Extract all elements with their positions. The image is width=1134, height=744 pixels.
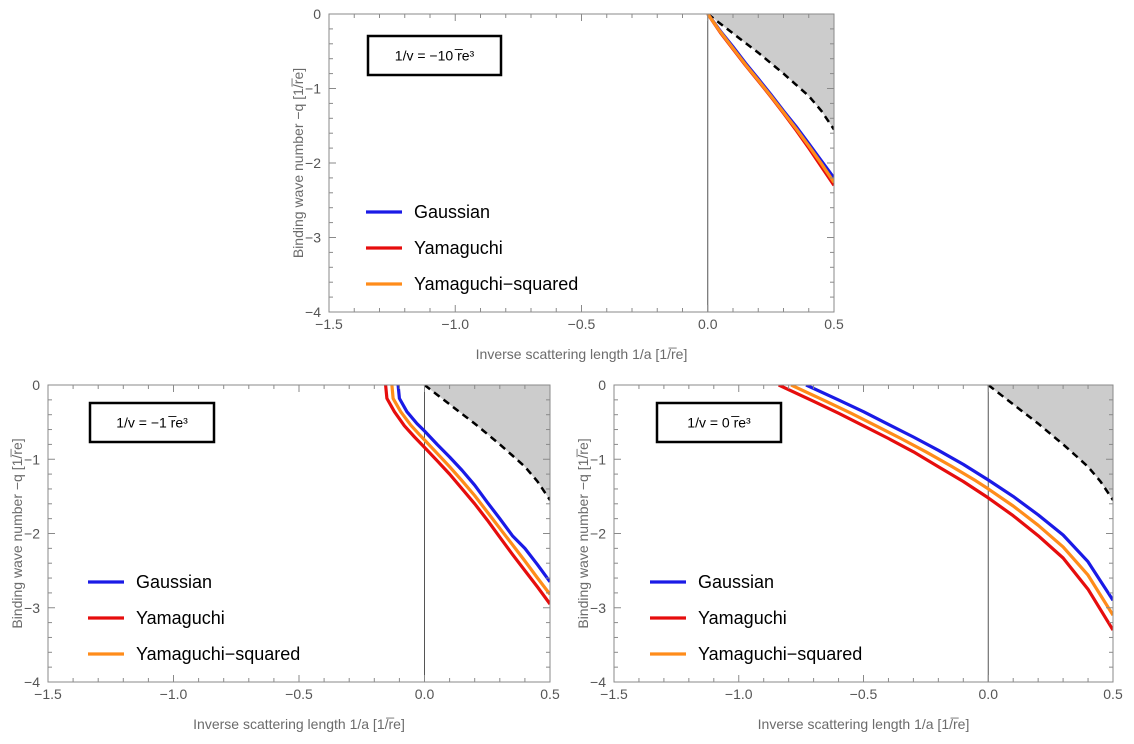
plot-area	[778, 385, 1113, 682]
plot-area	[706, 14, 834, 312]
x-tick-label: −1.5	[315, 316, 343, 332]
y-tick-label: −1	[305, 81, 321, 97]
shaded-region	[424, 385, 550, 501]
annotation-box	[88, 401, 216, 444]
x-tick-label: 0.0	[698, 316, 718, 332]
y-tick-label: −4	[305, 304, 321, 320]
y-tick-label: −3	[24, 600, 40, 616]
y-axis-title: Binding wave number −q [1/r̅e]	[9, 438, 25, 628]
chart-panel-2: −1.5 −1.0 −0.5 0.0 0.5 0 −1 −2 −3 −4 Inverse scatt…	[9, 377, 560, 732]
plot-area	[384, 385, 550, 682]
annotation-text: 1/v = −1 r̅e³	[116, 415, 188, 431]
dashed-bound-line	[707, 14, 834, 131]
y-tick-label: −1	[590, 451, 606, 467]
y-tick-label: 0	[32, 377, 40, 393]
x-tick-label: 0.5	[540, 686, 560, 702]
legend-label: Yamaguchi−squared	[414, 274, 578, 294]
y-tick-label: −4	[590, 674, 606, 690]
legend-label: Yamaguchi	[136, 608, 225, 628]
series-line-yamaguchi	[778, 385, 1113, 631]
x-tick-label: −0.5	[568, 316, 596, 332]
y-tick-label: −3	[590, 600, 606, 616]
x-tick-label: −1.0	[160, 686, 188, 702]
legend-label: Yamaguchi	[414, 238, 503, 258]
x-tick-label: 0.5	[824, 316, 844, 332]
annotation-text: 1/v = 0 r̅e³	[687, 415, 751, 431]
series-line-gaussian	[396, 385, 550, 583]
legend-label: Yamaguchi	[698, 608, 787, 628]
legend-label: Yamaguchi−squared	[698, 644, 862, 664]
x-tick-label: 0.0	[415, 686, 435, 702]
shaded-region	[988, 385, 1113, 501]
series-line-gaussian	[805, 385, 1113, 602]
y-tick-label: −3	[305, 230, 321, 246]
x-tick-label: 0.5	[1103, 686, 1123, 702]
legend-label: Gaussian	[136, 572, 212, 592]
y-tick-label: −4	[24, 674, 40, 690]
y-tick-label: −1	[24, 451, 40, 467]
shaded-region	[707, 14, 834, 130]
x-tick-label: 0.0	[979, 686, 999, 702]
chart-panel-1: −1.5 −1.0 −0.5 0.0 0.5 0 −1 −2 −3 −4 Inverse scatt…	[290, 6, 844, 362]
x-tick-label: −0.5	[285, 686, 313, 702]
y-tick-label: 0	[313, 6, 321, 22]
x-tick-label: −1.0	[725, 686, 753, 702]
y-axis-title: Binding wave number −q [1/r̅e]	[575, 438, 591, 628]
x-tick-label: −0.5	[850, 686, 878, 702]
x-axis-title: Inverse scattering length 1/a [1/r̅e]	[193, 716, 405, 732]
y-tick-label: −2	[590, 526, 606, 542]
x-tick-label: −1.5	[600, 686, 628, 702]
y-tick-label: −2	[305, 155, 321, 171]
x-axis-title: Inverse scattering length 1/a [1/r̅e]	[758, 716, 970, 732]
legend-label: Gaussian	[698, 572, 774, 592]
chart-panel-3: −1.5 −1.0 −0.5 0.0 0.5 0 −1 −2 −3 −4 Inverse scatt…	[575, 377, 1123, 732]
annotation-box	[655, 401, 783, 444]
y-tick-label: −2	[24, 526, 40, 542]
series-line-yamaguchi-squared	[706, 14, 834, 184]
y-axis-title: Binding wave number −q [1/r̅e]	[290, 68, 306, 258]
dashed-bound-line	[987, 385, 1113, 501]
legend-label: Gaussian	[414, 202, 490, 222]
annotation-text: 1/v = −10 r̅e³	[395, 48, 475, 64]
series-line-yamaguchi-squared	[790, 385, 1113, 617]
y-tick-label: 0	[598, 377, 606, 393]
series-line-yamaguchi-squared	[390, 385, 550, 596]
x-tick-label: −1.5	[34, 686, 62, 702]
legend-label: Yamaguchi−squared	[136, 644, 300, 664]
annotation-box	[366, 34, 503, 77]
series-line-yamaguchi	[384, 385, 550, 605]
dashed-bound-line	[423, 385, 550, 501]
x-tick-label: −1.0	[441, 316, 469, 332]
x-axis-title: Inverse scattering length 1/a [1/r̅e]	[476, 346, 688, 362]
